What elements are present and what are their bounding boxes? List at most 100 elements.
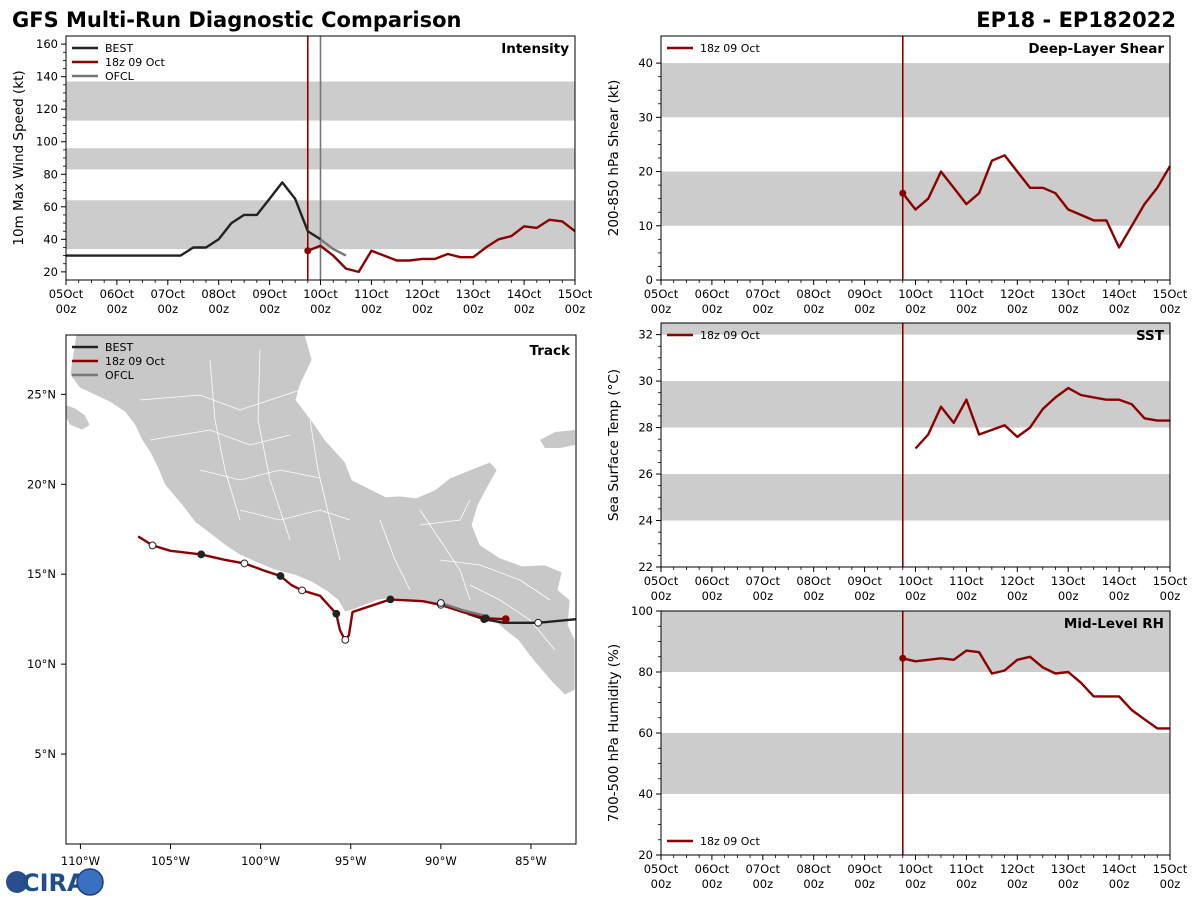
shaded-band [661,733,1170,794]
plot-frame [660,322,1171,568]
x-tick-label: 06Oct [695,574,730,588]
x-tick-label: 00z [702,589,723,603]
x-tick-label: 07Oct [746,574,781,588]
y-tick-label: 160 [36,37,58,51]
baja-california [66,404,91,431]
x-tick-label: 00z [463,302,484,316]
shaded-band [661,323,1170,335]
x-tick-label: 00z [905,589,926,603]
y-axis-label: Sea Surface Temp (°C) [606,369,622,521]
x-tick-label: 00z [752,589,773,603]
plot-frame [65,35,576,281]
track-line-ofcl [440,601,485,617]
legend-label: OFCL [105,70,135,83]
x-tick-label: 00z [803,589,824,603]
x-tick-label: 06Oct [695,287,730,301]
x-tick-label: 00z [310,302,331,316]
y-tick-label: 28 [638,421,653,435]
rh-panel: 05Oct00z06Oct00z07Oct00z08Oct00z09Oct00z… [606,604,1188,891]
x-tick-label: 11Oct [949,574,984,588]
cuba-land [540,430,575,448]
sst-panel: 05Oct00z06Oct00z07Oct00z08Oct00z09Oct00z… [606,322,1188,603]
lon-tick-label: 100°W [241,854,280,868]
x-tick-label: 09Oct [252,287,287,301]
x-tick-label: 05Oct [644,287,679,301]
x-tick-label: 00z [651,877,672,891]
y-tick-label: 32 [638,328,653,342]
x-tick-label: 05Oct [644,862,679,876]
x-tick-label: 00z [752,302,773,316]
y-tick-label: 60 [638,726,653,740]
x-tick-label: 00z [1007,589,1028,603]
y-tick-label: 26 [638,467,653,481]
lat-tick-label: 20°N [27,477,56,491]
x-tick-label: 15Oct [1153,574,1188,588]
x-tick-label: 00z [702,302,723,316]
y-axis-label: 700-500 hPa Humidity (%) [606,644,622,822]
x-tick-label: 00z [702,877,723,891]
shaded-band [661,171,1170,226]
x-tick-label: 00z [1007,302,1028,316]
x-tick-label: 00z [956,589,977,603]
x-tick-label: 00z [651,302,672,316]
intensity-panel: 05Oct00z06Oct00z07Oct00z08Oct00z09Oct00z… [11,35,593,316]
x-tick-label: 09Oct [847,287,882,301]
y-tick-label: 30 [638,374,653,388]
panel-title: Deep-Layer Shear [1028,41,1164,57]
series-line-18z-09-oct [914,386,1170,450]
x-tick-label: 07Oct [746,862,781,876]
track-position-marker [386,595,395,604]
x-tick-label: 00z [1109,589,1130,603]
x-tick-label: 14Oct [1102,287,1137,301]
x-tick-label: 14Oct [507,287,542,301]
x-tick-label: 10Oct [898,862,933,876]
y-tick-label: 24 [638,514,653,528]
lon-tick-label: 105°W [151,854,190,868]
legend-label: BEST [105,42,133,55]
y-tick-label: 100 [36,135,58,149]
y-tick-label: 80 [43,167,58,181]
y-tick-label: 100 [631,604,653,618]
track-position-marker [197,550,206,559]
x-tick-label: 00z [157,302,178,316]
track-position-marker [298,586,306,595]
y-tick-label: 40 [43,232,58,246]
x-tick-label: 00z [854,302,875,316]
x-tick-label: 15Oct [1153,287,1188,301]
x-tick-label: 09Oct [847,574,882,588]
x-tick-label: 08Oct [796,574,831,588]
lon-tick-label: 90°W [425,854,457,868]
y-tick-label: 40 [638,56,653,70]
y-axis-label: 10m Max Wind Speed (kt) [11,70,27,245]
x-tick-label: 12Oct [1000,287,1035,301]
x-tick-label: 00z [905,302,926,316]
x-tick-label: 00z [1007,877,1028,891]
legend-label: 18z 09 Oct [105,56,165,69]
x-tick-label: 08Oct [796,287,831,301]
panel-title: SST [1136,328,1165,344]
globe-icon [76,868,104,896]
x-tick-label: 13Oct [1051,574,1086,588]
track-panel: 110°W 105°W 100°W 95°W 90°W 85°W 5°N 10°N 15°N 20… [27,334,577,868]
x-tick-label: 07Oct [746,287,781,301]
x-tick-label: 00z [1058,302,1079,316]
shaded-band [661,474,1170,521]
lon-tick-label: 110°W [61,854,100,868]
lat-tick-label: 15°N [27,567,56,581]
x-tick-label: 09Oct [847,862,882,876]
series-line-best [66,181,322,257]
track-position-marker [481,614,490,623]
y-tick-label: 80 [638,665,653,679]
legend-label: OFCL [105,369,135,382]
lat-tick-label: 5°N [34,747,56,761]
run-start-marker [899,189,907,197]
x-tick-label: 10Oct [303,287,338,301]
shaded-band [661,63,1170,118]
track-position-marker [501,615,510,624]
x-tick-label: 10Oct [898,574,933,588]
legend-label: 18z 09 Oct [700,329,760,342]
series-line-18z-09-oct [307,218,576,274]
y-axis-label: 200-850 hPa Shear (kt) [606,80,622,237]
plot-frame [660,35,1171,281]
y-tick-label: 10 [638,219,653,233]
